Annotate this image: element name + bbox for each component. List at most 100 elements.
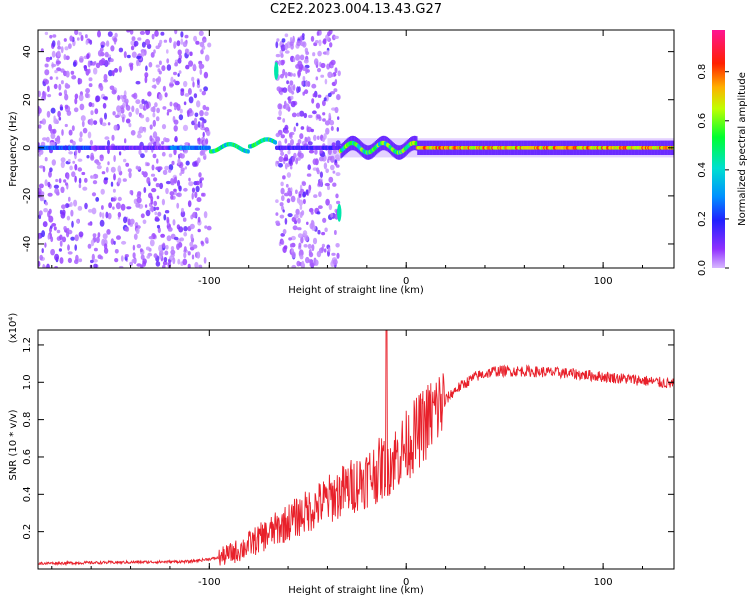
heatmap-speckle [309, 262, 315, 268]
heatmap-speckle [318, 39, 322, 47]
heatmap-speckle [312, 52, 316, 57]
heatmap-speckle [121, 116, 125, 123]
heatmap-speckle [323, 248, 327, 253]
heatmap-speckle [66, 227, 70, 233]
heatmap-speckle [301, 210, 305, 216]
heatmap-speckle [179, 237, 185, 242]
spectrogram-x-tick-label: -100 [198, 276, 221, 287]
heatmap-speckle [38, 260, 41, 267]
heatmap-speckle [55, 76, 59, 80]
heatmap-speckle [154, 211, 158, 216]
heatmap-speckle [58, 92, 62, 96]
heatmap-speckle [148, 61, 153, 68]
heatmap-speckle [74, 234, 79, 242]
heatmap-speckle [112, 188, 116, 193]
heatmap-speckle [197, 216, 201, 223]
colorbar-ticks: 0.0 0.2 0.4 0.6 0.8 [697, 64, 729, 276]
heatmap-speckle [191, 187, 196, 193]
heatmap-speckle [67, 257, 72, 264]
heatmap-speckle [300, 35, 303, 43]
heatmap-speckle [118, 265, 124, 268]
heatmap-speckle [100, 58, 106, 65]
heatmap-speckle [47, 85, 50, 93]
colorbar-tick-label: 0.2 [697, 211, 708, 227]
heatmap-speckle [101, 171, 106, 175]
spectrogram-panel: -100 0 100 -40 -20 0 20 40 Height of straight … [8, 29, 675, 296]
heatmap-speckle [132, 244, 136, 251]
heatmap-speckle [71, 220, 74, 228]
heatmap-speckle [110, 166, 116, 173]
heatmap-speckle [91, 192, 97, 197]
heatmap-speckle [113, 68, 119, 73]
heatmap-speckle [182, 41, 188, 48]
colorbar-tick-label: 0.6 [697, 113, 708, 129]
heatmap-speckle [145, 30, 151, 36]
heatmap-speckle [80, 34, 84, 42]
heatmap-speckle [42, 137, 47, 141]
heatmap-speckle [102, 96, 108, 100]
spectrogram-y-tick-label: 40 [22, 45, 33, 58]
heatmap-speckle [195, 180, 200, 186]
heatmap-speckle [180, 210, 186, 218]
heatmap-speckle [192, 81, 195, 88]
heatmap-speckle [297, 227, 302, 231]
heatmap-speckle [120, 255, 124, 262]
heatmap-speckle [144, 76, 148, 84]
heatmap-speckle [127, 168, 132, 173]
heatmap-speckle [44, 157, 48, 162]
heatmap-speckle [301, 33, 305, 38]
heatmap-speckle [306, 173, 312, 177]
heatmap-speckle [57, 40, 61, 47]
heatmap-speckle [173, 71, 177, 76]
heatmap-speckle [163, 39, 168, 43]
spectrogram-y-label: Frequency (Hz) [8, 111, 19, 187]
heatmap-speckle [285, 103, 290, 111]
heatmap-speckle [53, 83, 58, 90]
heatmap-speckle [335, 243, 340, 248]
heatmap-speckle [38, 107, 42, 114]
snr-y-tick-label: 0.4 [22, 486, 33, 502]
spectrogram-y-tick-label: -20 [22, 188, 33, 204]
heatmap-speckle [131, 94, 136, 98]
heatmap-speckle [58, 83, 62, 91]
snr-x-tick-label: 0 [403, 577, 409, 588]
heatmap-speckle [331, 252, 336, 256]
heatmap-speckle [172, 219, 176, 226]
heatmap-speckle [136, 244, 142, 249]
heatmap-speckle [328, 176, 334, 183]
heatmap-speckle [331, 34, 336, 41]
heatmap-speckle [202, 38, 207, 43]
heatmap-speckle [282, 175, 286, 180]
heatmap-speckle [78, 137, 83, 143]
heatmap-speckle [206, 225, 212, 231]
heatmap-speckle [295, 54, 301, 61]
heatmap-speckle [132, 252, 136, 259]
heatmap-speckle [202, 104, 207, 111]
heatmap-speckle [160, 31, 165, 36]
heatmap-speckle [316, 167, 320, 173]
heatmap-speckle [85, 34, 88, 39]
heatmap-speckle [201, 121, 205, 129]
heatmap-speckle [155, 136, 161, 143]
heatmap-speckle [194, 123, 198, 131]
heatmap-speckle [64, 46, 69, 51]
heatmap-speckle [187, 88, 192, 95]
heatmap-speckle [103, 73, 108, 81]
heatmap-speckle [305, 79, 308, 87]
heatmap-speckle [53, 184, 60, 189]
heatmap-speckle [291, 112, 297, 118]
heatmap-speckle [307, 164, 312, 171]
heatmap-speckle [46, 136, 50, 143]
heatmap-speckle [118, 47, 124, 53]
heatmap-speckle [47, 233, 51, 240]
heatmap-speckle [275, 212, 279, 216]
heatmap-speckle [164, 92, 168, 98]
heatmap-speckle [293, 214, 299, 219]
heatmap-speckle [189, 241, 194, 248]
heatmap-speckle [196, 197, 202, 203]
heatmap-speckle [335, 172, 341, 177]
heatmap-speckle [110, 181, 114, 187]
heatmap-speckle [176, 103, 181, 111]
heatmap-speckle [154, 30, 159, 37]
heatmap-speckle [145, 116, 150, 123]
